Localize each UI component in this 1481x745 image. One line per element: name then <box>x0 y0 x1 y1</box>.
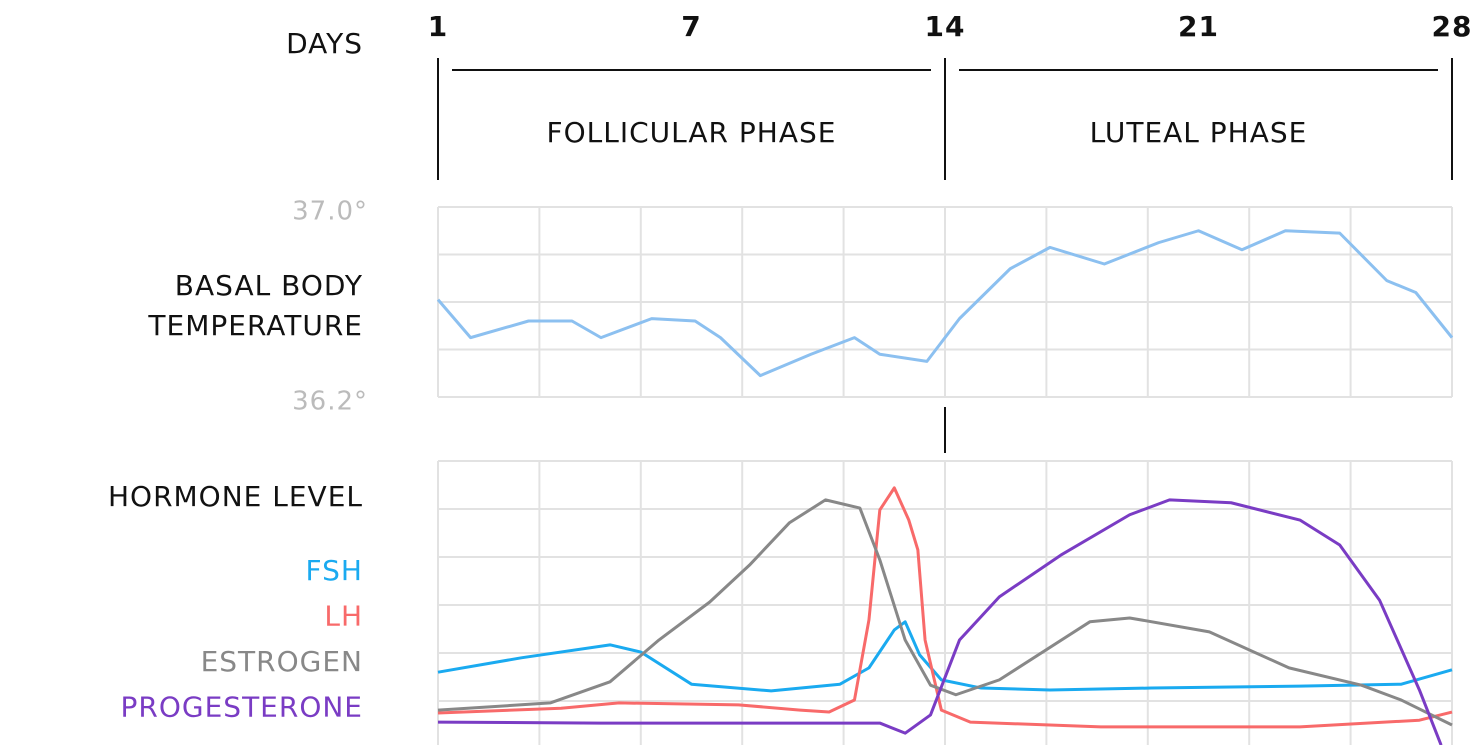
phase-label: LUTEAL PHASE <box>1090 116 1308 149</box>
legend-label: PROGESTERONE <box>121 691 363 724</box>
x-tick-label: 7 <box>681 10 701 43</box>
phase-label: FOLLICULAR PHASE <box>547 116 837 149</box>
series-line <box>437 498 1453 727</box>
panel-title: TEMPERATURE <box>147 309 363 342</box>
series-line <box>437 486 1453 729</box>
panel-title: BASAL BODY <box>175 269 363 302</box>
legend-label: LH <box>324 600 363 633</box>
series-line <box>436 229 1454 378</box>
x-tick-label: 14 <box>925 10 966 43</box>
y-tick-label: 37.0° <box>292 197 368 227</box>
series-line <box>437 498 1443 745</box>
x-tick-label: 1 <box>428 10 448 43</box>
legend-label: FSH <box>306 554 363 587</box>
y-tick-label: 36.2° <box>292 387 368 417</box>
legend-label: ESTROGEN <box>201 645 363 678</box>
x-tick-label: 21 <box>1178 10 1219 43</box>
days-label: DAYS <box>286 27 363 60</box>
x-tick-label: 28 <box>1432 10 1473 43</box>
panel-title: HORMONE LEVEL <box>108 480 363 513</box>
